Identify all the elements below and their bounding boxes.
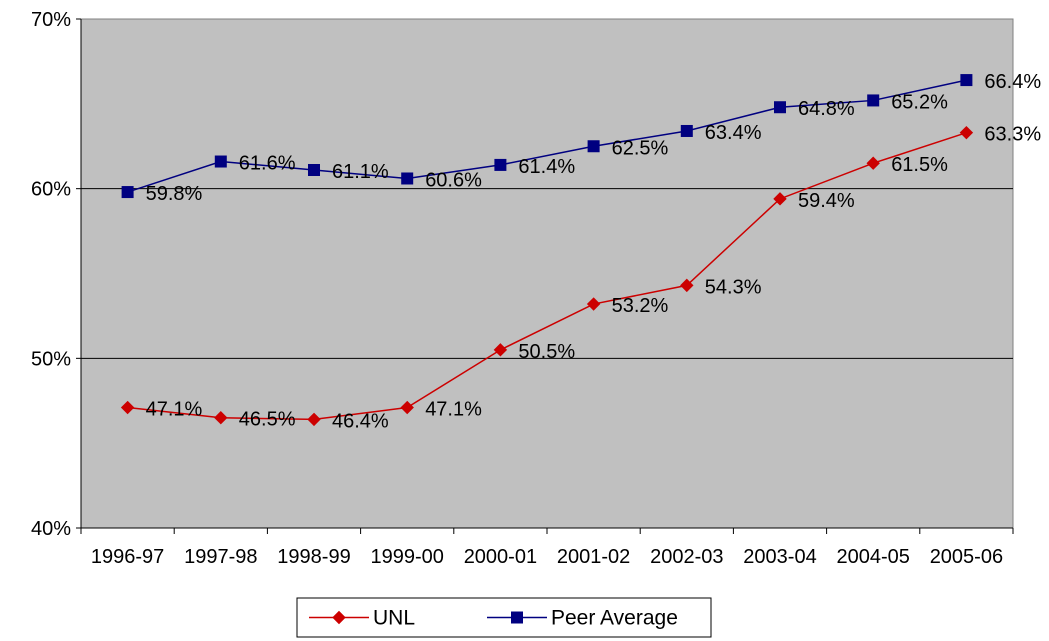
data-label: 59.4% [798,190,855,212]
x-tick-label: 1999-00 [370,546,443,568]
data-label: 46.4% [332,410,389,432]
data-label: 54.3% [705,276,762,298]
data-point [960,74,973,87]
data-label: 63.4% [705,122,762,144]
x-tick-label: 1996-97 [91,546,164,568]
legend-label: UNL [373,607,415,630]
x-tick-label: 2005-06 [930,546,1003,568]
data-point [401,172,414,185]
data-point [214,155,227,168]
legend-label: Peer Average [551,607,678,630]
data-label: 62.5% [612,137,669,159]
data-point [587,140,600,153]
x-tick-label: 2004-05 [836,546,909,568]
data-label: 50.5% [518,341,575,363]
series-line-peer-average [127,79,967,193]
plot-area [80,18,1014,529]
data-label: 63.3% [984,124,1041,146]
data-point [866,156,880,170]
y-tick-label: 40% [31,518,71,540]
data-label: 47.1% [425,399,482,421]
data-point [308,164,320,177]
data-point [214,411,228,425]
x-tick-label: 2001-02 [557,546,630,568]
data-label: 61.1% [332,161,389,183]
data-point [400,400,414,415]
data-label: 46.5% [239,409,296,431]
x-tick-label: 1997-98 [184,546,257,568]
data-point [774,101,786,114]
series-line-unl [127,131,967,421]
data-point [867,94,880,107]
data-point [494,158,507,171]
data-point [120,400,135,415]
data-point [680,278,694,293]
data-label: 61.5% [891,154,948,176]
data-point [307,412,321,427]
data-label: 66.4% [984,71,1041,93]
data-point [586,297,601,311]
legend-marker [332,610,346,625]
y-tick-label: 70% [31,9,71,31]
data-point [773,192,787,206]
legend-marker [511,611,523,624]
data-label: 60.6% [425,169,482,191]
data-label: 59.8% [146,183,203,205]
data-label: 61.6% [239,153,296,175]
data-label: 65.2% [891,91,948,113]
data-point [959,125,974,140]
x-tick-label: 2002-03 [650,546,723,568]
data-label: 61.4% [518,156,575,178]
data-label: 47.1% [146,399,203,421]
x-tick-label: 1998-99 [277,546,350,568]
x-tick-label: 2003-04 [743,546,816,568]
y-tick-label: 50% [31,348,71,370]
data-point [121,186,134,199]
x-tick-label: 2000-01 [464,546,537,568]
y-tick-label: 60% [31,179,71,201]
data-point [493,343,508,357]
data-label: 64.8% [798,98,855,120]
data-point [680,124,693,137]
legend: UNL Peer Average [296,597,712,638]
data-label: 53.2% [612,295,669,317]
